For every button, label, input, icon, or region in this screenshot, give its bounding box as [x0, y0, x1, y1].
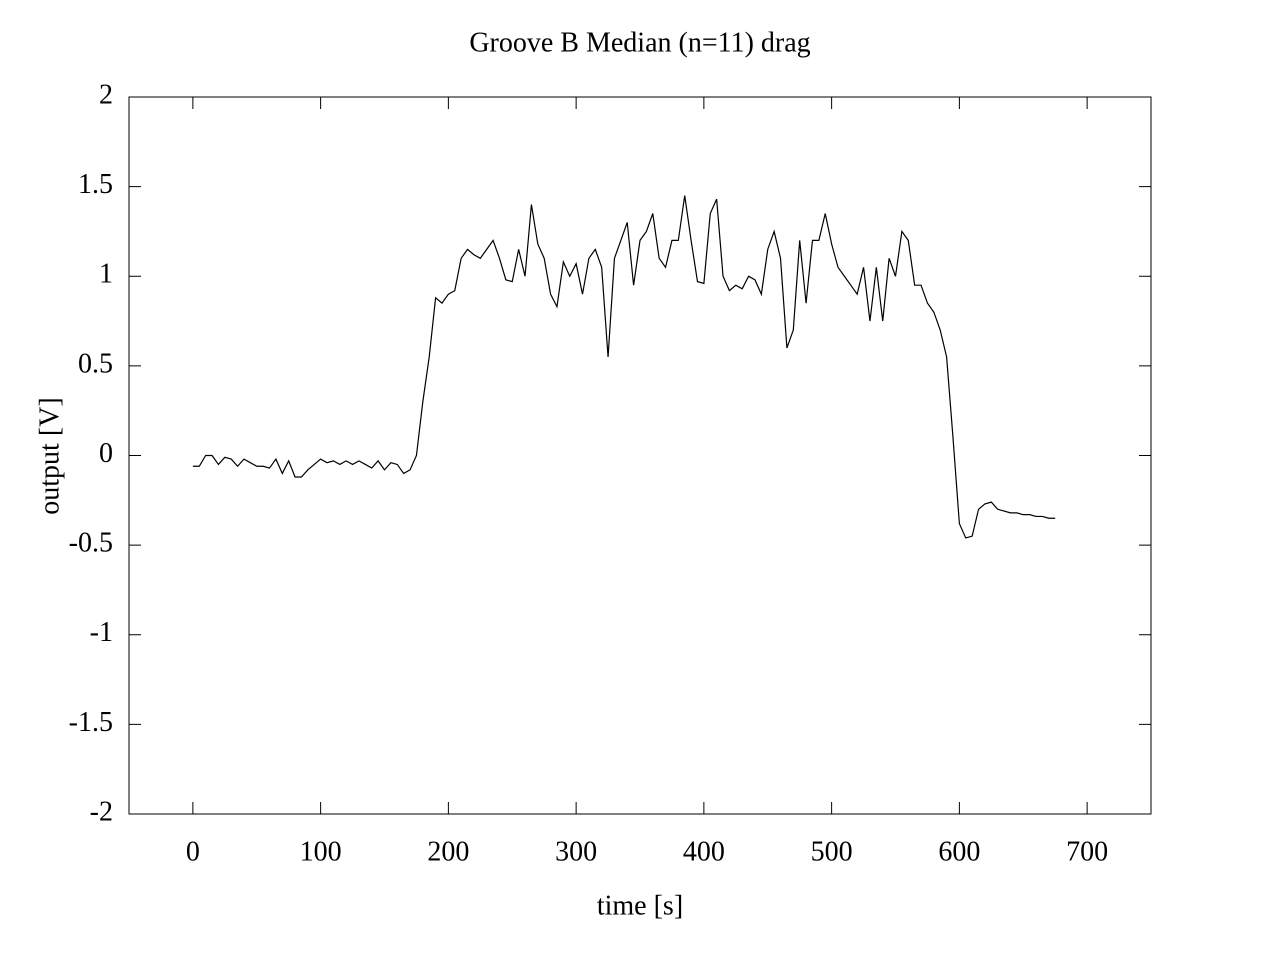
- x-tick-label: 0: [186, 836, 200, 867]
- x-tick-label: 100: [300, 836, 342, 867]
- y-tick-label: 1: [99, 259, 113, 290]
- x-tick-label: 400: [683, 836, 725, 867]
- x-axis-label: time [s]: [597, 890, 683, 921]
- y-tick-label: 0.5: [78, 348, 113, 379]
- y-tick-label: 0: [99, 438, 113, 469]
- x-tick-label: 600: [938, 836, 980, 867]
- y-tick-label: 2: [99, 79, 113, 110]
- x-tick-label: 700: [1066, 836, 1108, 867]
- y-tick-label: -0.5: [69, 528, 113, 559]
- x-tick-label: 500: [811, 836, 853, 867]
- y-tick-label: -2: [90, 796, 113, 827]
- plot-frame: [128, 96, 1152, 815]
- data-line: [192, 195, 1056, 539]
- y-tick-label: -1.5: [69, 707, 113, 738]
- y-tick-label: 1.5: [78, 169, 113, 200]
- chart-title: Groove B Median (n=11) drag: [469, 27, 810, 58]
- x-tick-label: 300: [555, 836, 597, 867]
- y-tick-label: -1: [90, 617, 113, 648]
- x-tick-label: 200: [427, 836, 469, 867]
- y-axis-label: output [V]: [34, 397, 65, 514]
